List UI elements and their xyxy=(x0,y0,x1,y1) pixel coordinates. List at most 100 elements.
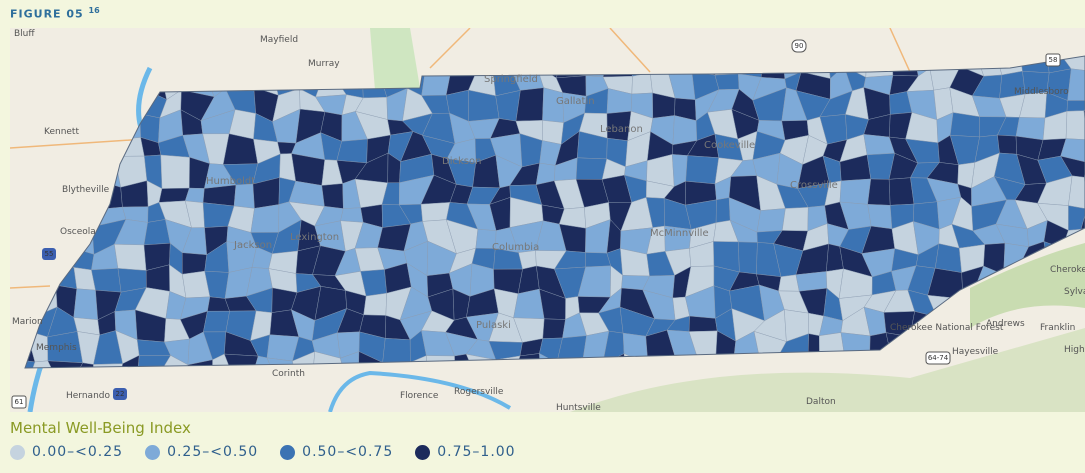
legend-swatch xyxy=(10,444,25,460)
place: Lebanon xyxy=(600,124,643,135)
tract xyxy=(934,243,962,273)
shields: 90 58 55 22 61 64-74 xyxy=(11,39,1061,409)
place: Florence xyxy=(400,391,439,401)
place: Humboldt xyxy=(206,176,255,187)
tract xyxy=(336,138,368,164)
legend-item: 0.75–1.00 xyxy=(415,444,515,460)
shield-label: 22 xyxy=(116,390,125,398)
tract xyxy=(575,157,608,180)
place: Hayesville xyxy=(952,347,999,357)
tract xyxy=(203,310,230,333)
tract xyxy=(292,351,316,368)
tract xyxy=(91,268,122,293)
place: Middlesboro xyxy=(1014,87,1069,97)
place: Blytheville xyxy=(62,185,110,195)
tract xyxy=(340,207,364,223)
shield-label: 58 xyxy=(1049,56,1058,64)
place: Dickson xyxy=(442,156,481,167)
shield xyxy=(1045,53,1061,67)
shield xyxy=(925,351,951,365)
shield-label: 90 xyxy=(795,42,804,50)
tract xyxy=(382,338,411,363)
river xyxy=(328,370,512,412)
map: Bluff Mayfield Murray Kennett Blythevill… xyxy=(10,28,1085,412)
place: Highlands xyxy=(1064,345,1085,355)
shield xyxy=(42,248,56,260)
place: Crossville xyxy=(790,180,838,191)
tract xyxy=(420,202,451,222)
tract xyxy=(182,252,207,275)
legend-swatch xyxy=(145,444,161,460)
place: Marion xyxy=(12,317,43,327)
tract xyxy=(782,207,809,232)
legend-item: 0.00–<0.25 xyxy=(10,444,123,460)
tract xyxy=(949,112,980,138)
tract xyxy=(160,154,190,189)
figure-label: FIGURE 05 16 xyxy=(10,6,100,21)
tract xyxy=(688,315,718,332)
place: Cherokee National Forest xyxy=(890,323,1004,333)
tract xyxy=(73,288,99,320)
shield xyxy=(113,388,127,400)
place: Lexington xyxy=(290,232,339,243)
tract xyxy=(778,274,800,292)
place: Huntsville xyxy=(556,403,601,412)
tract xyxy=(515,87,544,122)
tract xyxy=(136,355,171,368)
shield-label: 61 xyxy=(15,398,24,406)
shield xyxy=(11,395,27,409)
tract xyxy=(233,183,255,209)
tract xyxy=(1068,175,1085,210)
tract xyxy=(1015,117,1046,141)
tract xyxy=(997,134,1017,155)
tract xyxy=(158,187,190,203)
tract xyxy=(672,115,698,145)
place: Springfield xyxy=(484,74,538,85)
tract xyxy=(715,197,731,223)
legend-swatch xyxy=(280,444,296,460)
tract xyxy=(92,363,123,368)
labels: Bluff Mayfield Murray Kennett Blythevill… xyxy=(12,29,1085,412)
shield xyxy=(791,39,807,53)
place: Kennett xyxy=(44,127,79,137)
tract xyxy=(867,178,891,206)
tract xyxy=(114,244,147,271)
tract xyxy=(867,204,893,230)
legend-item: 0.25–<0.50 xyxy=(145,444,258,460)
place: Murray xyxy=(308,59,340,69)
tract xyxy=(585,252,612,268)
place: Pulaski xyxy=(476,320,511,331)
tract xyxy=(685,155,719,185)
tract xyxy=(888,177,915,206)
tract xyxy=(1080,208,1085,230)
place: Rogersville xyxy=(454,387,504,397)
tract xyxy=(357,351,390,368)
tract xyxy=(1060,138,1085,163)
tract xyxy=(363,292,387,316)
tract xyxy=(1066,100,1085,112)
tract xyxy=(714,73,740,90)
forest xyxy=(970,243,1085,328)
shield-label: 64-74 xyxy=(928,354,949,362)
place: Memphis xyxy=(36,343,77,353)
tract xyxy=(542,318,566,339)
park xyxy=(370,28,420,90)
place: Sylva xyxy=(1064,287,1085,297)
tract xyxy=(839,178,872,205)
tract xyxy=(542,120,564,145)
place: Cherokee xyxy=(1050,265,1085,275)
tract xyxy=(250,204,280,233)
place: Hernando xyxy=(66,391,110,401)
legend-label: 0.00–<0.25 xyxy=(32,444,124,460)
tract xyxy=(212,353,236,368)
legend-label: 0.75–1.00 xyxy=(437,444,516,460)
tract xyxy=(631,72,653,95)
legend: 0.00–<0.25 0.25–<0.50 0.50–<0.75 0.75–1.00 xyxy=(10,444,516,460)
tract xyxy=(74,362,94,368)
tract xyxy=(756,208,786,233)
figure-title: FIGURE 05 xyxy=(10,7,84,21)
place: Dalton xyxy=(806,397,836,407)
tract xyxy=(795,271,828,292)
place: Corinth xyxy=(272,369,305,379)
